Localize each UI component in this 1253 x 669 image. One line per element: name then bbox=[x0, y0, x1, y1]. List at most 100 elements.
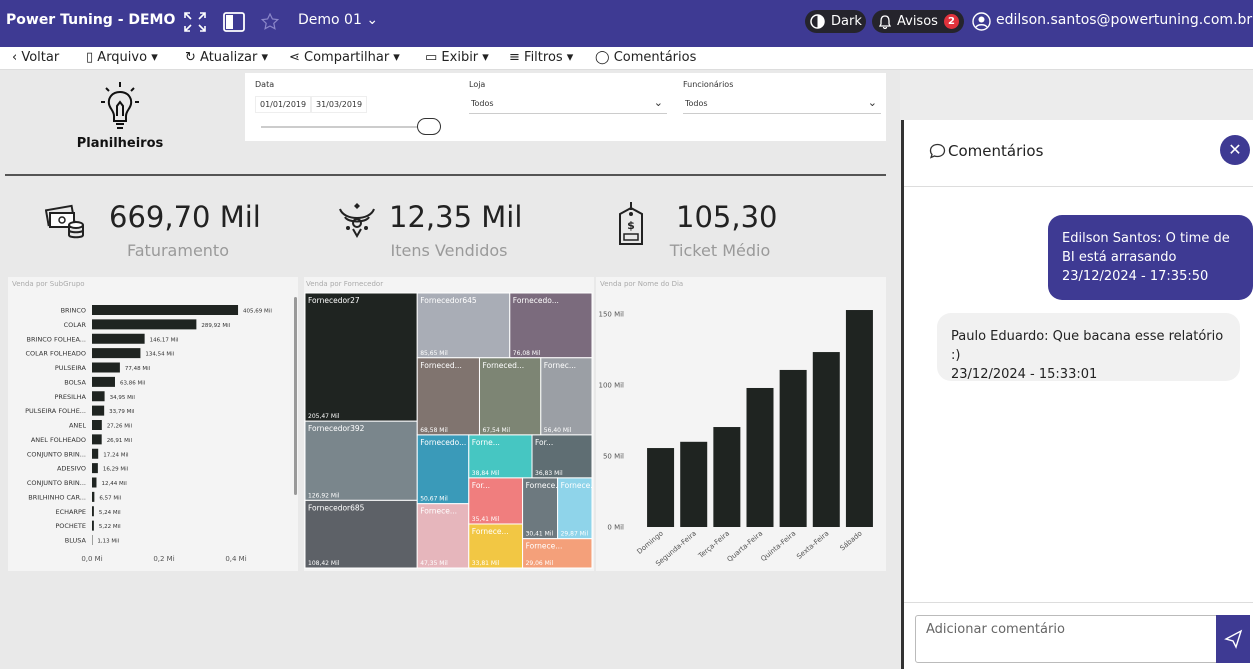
tile-labels: Forne... 38,84 Mil bbox=[472, 438, 500, 477]
report-canvas: Planilheiros Data 01/01/2019 31/03/2019 … bbox=[0, 70, 900, 669]
tile-value: 29,87 Mil bbox=[561, 531, 589, 538]
bar bbox=[92, 348, 141, 359]
category-label: COLAR FOLHEADO bbox=[26, 350, 87, 358]
category-label: CONJUNTO BRIN... bbox=[27, 450, 86, 458]
theme-toggle[interactable]: Dark bbox=[805, 10, 866, 33]
toolbar-label: Atualizar bbox=[200, 50, 258, 65]
tile-rect bbox=[540, 357, 593, 436]
toolbar-view[interactable]: ▭ Exibir ▾ bbox=[425, 50, 489, 65]
svg-text:$: $ bbox=[627, 219, 635, 232]
supplier-treemap: Venda por Fornecedor Fornecedor27 205,47 M… bbox=[304, 277, 594, 571]
scrollbar bbox=[294, 297, 297, 495]
tile: Fornecedor27 205,47 Mil bbox=[304, 292, 418, 422]
toolbar-back[interactable]: ‹ Voltar bbox=[12, 50, 60, 65]
dropdown-value: Todos bbox=[471, 99, 494, 108]
chart-title: Venda por Fornecedor bbox=[306, 280, 383, 288]
bar bbox=[92, 376, 115, 387]
toolbar-label: Comentários bbox=[613, 50, 697, 65]
filter-label: Funcionários bbox=[683, 80, 734, 89]
bar bbox=[92, 477, 97, 488]
tile-value: 33,81 Mil bbox=[472, 560, 500, 567]
tile-value: 29,06 Mil bbox=[526, 560, 554, 567]
value-label: 27,26 Mil bbox=[107, 424, 133, 430]
employees-dropdown[interactable]: Todos ⌄ bbox=[683, 95, 881, 114]
tile-value: 76,08 Mil bbox=[513, 350, 541, 357]
tile-name: Forne... bbox=[472, 438, 500, 447]
tile-labels: Fornece... 33,81 Mil bbox=[472, 527, 509, 567]
toolbar-share[interactable]: ⋖ Compartilhar ▾ bbox=[289, 50, 400, 65]
tile-labels: Forneced... 67,54 Mil bbox=[482, 361, 524, 434]
category-label: COLAR bbox=[64, 321, 87, 329]
tile: Fornecedor685 108,42 Mil bbox=[304, 499, 418, 569]
category-label: BRINCO FOLHEA... bbox=[27, 335, 86, 343]
toolbar-filters[interactable]: ≡ Filtros ▾ bbox=[509, 50, 574, 65]
bar bbox=[92, 448, 99, 459]
divider bbox=[5, 174, 893, 176]
toolbar-refresh[interactable]: ↻ Atualizar ▾ bbox=[185, 50, 269, 65]
page-selector[interactable]: Demo 01 ⌄ bbox=[298, 12, 379, 28]
chart-title: Venda por Nome do Dia bbox=[600, 280, 683, 288]
tile-rect bbox=[509, 292, 593, 359]
logo-icon bbox=[101, 82, 139, 129]
tile-rect bbox=[522, 477, 559, 540]
bar bbox=[845, 310, 873, 527]
x-tick-label: Quarta-Feira bbox=[726, 529, 765, 563]
tile-labels: Fornecedor392 126,92 Mil bbox=[308, 424, 365, 499]
kpi-value: 669,70 Mil bbox=[109, 200, 261, 234]
kpi-label: Faturamento bbox=[127, 241, 229, 260]
toolbar-comments[interactable]: ◯ Comentários bbox=[595, 50, 697, 65]
tile-labels: For... 36,83 Mil bbox=[535, 438, 563, 477]
category-label: BLUSA bbox=[65, 537, 87, 545]
bar bbox=[779, 369, 807, 527]
comment-input[interactable]: Adicionar comentário bbox=[915, 615, 1217, 663]
panel-icon[interactable] bbox=[223, 12, 245, 32]
toolbar-label: Compartilhar bbox=[304, 50, 390, 65]
alerts-button[interactable]: Avisos 2 bbox=[872, 10, 964, 33]
tile-value: 30,41 Mil bbox=[526, 531, 554, 538]
bar bbox=[92, 434, 102, 445]
bar bbox=[92, 491, 95, 502]
tile-name: Fornece... bbox=[561, 481, 594, 490]
tile-rect bbox=[416, 434, 470, 505]
kpi-value: 12,35 Mil bbox=[389, 200, 523, 234]
value-label: 6,57 Mil bbox=[99, 495, 121, 501]
category-label: BRILHINHO CAR... bbox=[28, 493, 86, 501]
bar bbox=[647, 448, 675, 527]
date-slider-handle[interactable] bbox=[417, 118, 441, 135]
tile-value: 56,40 Mil bbox=[544, 427, 572, 434]
category-label: PULSEIRA bbox=[55, 364, 87, 372]
close-button[interactable]: ✕ bbox=[1220, 135, 1250, 165]
tile: Forneced... 68,58 Mil bbox=[416, 357, 480, 436]
x-tick-label: Domingo bbox=[636, 529, 665, 555]
favorite-icon[interactable] bbox=[261, 13, 279, 31]
toolbar-label: Exibir bbox=[441, 50, 479, 65]
send-button[interactable] bbox=[1216, 615, 1250, 663]
bar bbox=[92, 362, 120, 373]
category-label: PRESILHA bbox=[54, 393, 86, 401]
kpi-label: Ticket Médio bbox=[669, 241, 771, 260]
tile-name: For... bbox=[472, 481, 490, 490]
category-label: PULSEIRA FOLHE... bbox=[25, 407, 86, 415]
comment-bubble: Edilson Santos: O time de BI está arrasa… bbox=[1048, 215, 1253, 300]
y-tick-label: 50 Mil bbox=[603, 453, 624, 461]
date-start[interactable]: 01/01/2019 bbox=[255, 96, 312, 113]
bar bbox=[680, 441, 708, 527]
date-end[interactable]: 31/03/2019 bbox=[311, 96, 368, 113]
theme-icon bbox=[810, 14, 825, 29]
category-label: BRINCO bbox=[61, 307, 86, 315]
value-label: 5,22 Mil bbox=[99, 524, 121, 530]
fullscreen-icon[interactable] bbox=[183, 11, 207, 33]
toolbar-file[interactable]: ▯ Arquivo ▾ bbox=[86, 50, 158, 65]
comment-bubble: Paulo Eduardo: Que bacana esse relatório… bbox=[937, 313, 1240, 382]
x-tick-label: Sábado bbox=[838, 529, 863, 552]
tile-value: 68,58 Mil bbox=[420, 427, 448, 434]
bar bbox=[746, 387, 774, 527]
tile: Fornece... 33,81 Mil bbox=[468, 523, 524, 569]
user-email[interactable]: edilson.santos@powertuning.com.br bbox=[996, 12, 1253, 28]
store-dropdown[interactable]: Todos ⌄ bbox=[469, 95, 667, 114]
logo-name: Planilheiros bbox=[76, 136, 164, 151]
tile: Forneced... 67,54 Mil bbox=[478, 357, 542, 436]
toolbar: ‹ Voltar ▯ Arquivo ▾ ↻ Atualizar ▾ ⋖ Com… bbox=[0, 47, 1253, 70]
toolbar-label: Arquivo bbox=[97, 50, 148, 65]
tile-name: Fornecedor645 bbox=[420, 296, 477, 305]
